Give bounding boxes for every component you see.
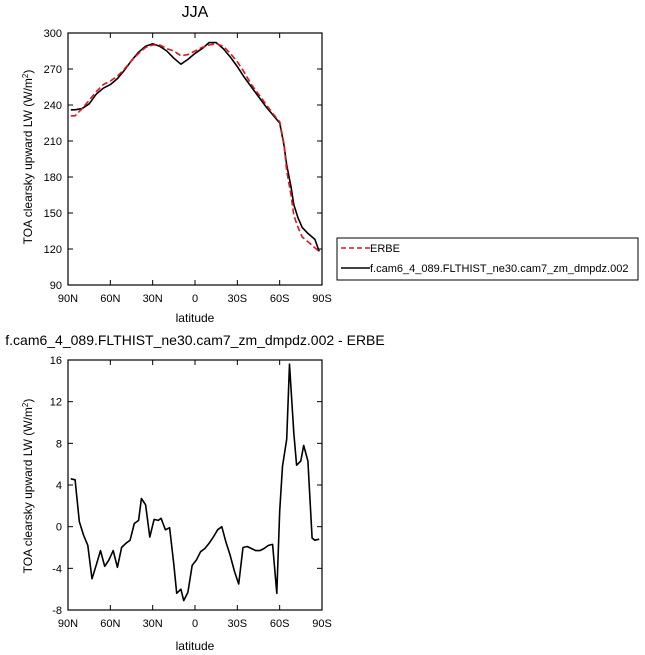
bottom-x-tick-label: 30N (143, 618, 163, 630)
bottom-y-tick-label: -4 (52, 563, 62, 575)
bottom-y-tick-label: 4 (56, 480, 62, 492)
top-y-axis-label: TOA clearsky upward LW (W/m2) (21, 70, 35, 245)
top-x-tick-label: 0 (192, 293, 198, 305)
bottom-x-ticks: 90N 60N 30N 0 30S 60S 90S (58, 360, 332, 630)
legend-label-model: f.cam6_4_089.FLTHIST_ne30.cam7_zm_dmpdz.… (370, 263, 628, 275)
top-series-line-0 (70, 41, 320, 252)
top-y-tick-label: 150 (44, 208, 62, 220)
bottom-y-tick-label: 16 (50, 355, 62, 367)
bottom-y-axis-label: TOA clearsky upward LW (W/m2) (21, 399, 35, 574)
bottom-x-tick-label: 90S (312, 618, 332, 630)
top-y-tick-label: 270 (44, 64, 62, 76)
top-x-tick-label: 90N (58, 293, 78, 305)
bottom-series-lines (70, 363, 320, 602)
top-x-axis-label: latitude (176, 311, 215, 325)
bottom-y-tick-label: 0 (56, 522, 62, 534)
bottom-x-tick-label: 60N (100, 618, 120, 630)
bottom-x-tick-label: 60S (270, 618, 290, 630)
bottom-x-axis-label: latitude (176, 639, 215, 653)
top-x-tick-label: 90S (312, 293, 332, 305)
top-y-tick-label: 120 (44, 244, 62, 256)
bottom-chart-title: f.cam6_4_089.FLTHIST_ne30.cam7_zm_dmpdz.… (5, 332, 384, 348)
bottom-x-tick-label: 30S (228, 618, 248, 630)
top-y-tick-label: 90 (50, 280, 62, 292)
top-series-line-1 (70, 42, 320, 253)
top-y-tick-label: 210 (44, 136, 62, 148)
legend-box (336, 237, 639, 281)
bottom-x-tick-label: 90N (58, 618, 78, 630)
top-x-tick-label: 60S (270, 293, 290, 305)
bottom-y-tick-label: 12 (50, 397, 62, 409)
bottom-x-tick-label: 0 (192, 618, 198, 630)
top-y-tick-label: 180 (44, 172, 62, 184)
legend-label-erbe: ERBE (370, 243, 400, 255)
bottom-y-tick-label: 8 (56, 438, 62, 450)
bottom-plot-frame (67, 359, 323, 611)
top-y-ticks: 90 120 150 180 210 240 270 300 (44, 28, 322, 292)
top-y-tick-label: 240 (44, 100, 62, 112)
top-x-tick-label: 30N (143, 293, 163, 305)
top-x-tick-label: 60N (100, 293, 120, 305)
top-y-tick-label: 300 (44, 28, 62, 40)
top-x-ticks: 90N 60N 30N 0 30S 60S 90S (58, 33, 332, 305)
top-x-tick-label: 30S (228, 293, 248, 305)
top-plot-frame (67, 32, 323, 286)
top-panel: JJA TOA clearsky upward LW (W/m2) 90 120 1… (21, 4, 332, 325)
bottom-series-line-0 (70, 363, 320, 602)
top-chart-title: JJA (182, 4, 209, 21)
bottom-panel: f.cam6_4_089.FLTHIST_ne30.cam7_zm_dmpdz.… (5, 332, 384, 653)
top-series-lines (70, 41, 320, 253)
legend: ERBE f.cam6_4_089.FLTHIST_ne30.cam7_zm_d… (336, 237, 639, 281)
bottom-y-tick-label: -8 (52, 605, 62, 617)
